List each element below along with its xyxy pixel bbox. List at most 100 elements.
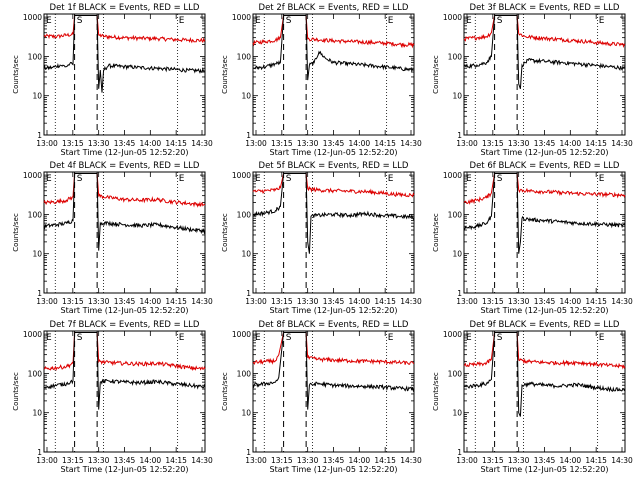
x-tick-label: 13:00	[245, 456, 267, 465]
marker-label-saa: S	[77, 16, 83, 26]
x-tick-label: 13:45	[534, 139, 556, 148]
marker-label-end: E	[599, 16, 605, 26]
x-tick-label: 14:30	[611, 297, 633, 306]
marker-label-start: E	[46, 174, 52, 184]
x-axis-label: Start Time (12-Jun-05 12:52:20)	[61, 306, 189, 315]
marker-label-start: E	[255, 16, 261, 26]
marker-label-end: E	[599, 174, 605, 184]
x-tick-label: 13:45	[323, 456, 345, 465]
x-axis-label: Start Time (12-Jun-05 12:52:20)	[270, 148, 398, 157]
x-tick-label: 13:15	[62, 456, 84, 465]
marker-label-start: E	[255, 174, 261, 184]
y-axis-label: Counts/sec	[432, 372, 440, 411]
plot-frame	[463, 171, 626, 294]
x-tick-label: 13:15	[482, 456, 504, 465]
y-tick-label: 10	[452, 250, 462, 259]
marker-label-end: E	[179, 333, 185, 343]
x-tick-label: 13:00	[36, 456, 58, 465]
x-tick-label: 13:30	[508, 456, 530, 465]
x-tick-label: 13:45	[114, 139, 136, 148]
series-line-lld	[463, 332, 626, 370]
x-tick-label: 14:00	[349, 139, 371, 148]
y-tick-label: 100	[448, 369, 463, 378]
x-tick-label: 13:45	[114, 297, 136, 306]
y-tick-label: 1000	[23, 13, 42, 22]
x-tick-label: 13:30	[297, 456, 319, 465]
chart-panel-1: Det 1f BLACK = Events, RED = LLD 1 10 100 10…	[12, 3, 213, 157]
chart-panel-6: Det 6f BLACK = Events, RED = LLD 1 10 100 10…	[432, 161, 633, 315]
chart-title: Det 8f BLACK = Events, RED = LLD	[259, 320, 409, 330]
x-tick-label: 13:00	[456, 139, 478, 148]
chart-panel-2: Det 2f BLACK = Events, RED = LLD 1 10 100 10…	[221, 3, 422, 157]
y-tick-label: 1000	[443, 171, 462, 180]
x-tick-label: 14:30	[400, 456, 422, 465]
y-axis-label: Counts/sec	[221, 213, 229, 252]
marker-label-end: E	[388, 174, 394, 184]
marker-label-end: E	[388, 333, 394, 343]
x-tick-label: 14:30	[191, 297, 213, 306]
chart-title: Det 6f BLACK = Events, RED = LLD	[470, 161, 620, 171]
chart-panel-7: Det 7f BLACK = Events, RED = LLD 1 10 100 10…	[12, 320, 213, 474]
series-line-events	[463, 173, 626, 254]
x-tick-label: 13:30	[508, 139, 530, 148]
x-tick-label: 13:30	[297, 139, 319, 148]
y-tick-label: 100	[448, 210, 463, 219]
x-tick-label: 13:45	[323, 139, 345, 148]
chart-panel-5: Det 5f BLACK = Events, RED = LLD 1 10 100 10…	[221, 161, 422, 315]
y-tick-label: 1000	[23, 330, 42, 339]
x-tick-label: 14:30	[611, 139, 633, 148]
marker-label-start: E	[46, 333, 52, 343]
chart-title: Det 7f BLACK = Events, RED = LLD	[50, 320, 200, 330]
y-tick-label: 100	[237, 210, 252, 219]
y-axis-label: Counts/sec	[221, 372, 229, 411]
x-tick-label: 14:15	[374, 139, 396, 148]
y-tick-label: 100	[28, 210, 43, 219]
y-tick-label: 1	[246, 448, 251, 457]
x-tick-label: 14:30	[400, 297, 422, 306]
series-line-lld	[252, 15, 415, 49]
y-axis-label: Counts/sec	[221, 55, 229, 94]
marker-label-end: E	[179, 16, 185, 26]
marker-label-saa: S	[77, 333, 83, 343]
x-tick-label: 14:15	[585, 456, 607, 465]
chart-panel-9: Det 9f BLACK = Events, RED = LLD 1 10 100 10…	[432, 320, 633, 474]
y-axis-label: Counts/sec	[432, 213, 440, 252]
marker-label-saa: S	[286, 174, 292, 184]
plot-frame	[43, 13, 206, 136]
x-tick-label: 14:15	[165, 139, 187, 148]
y-tick-label: 1	[457, 448, 462, 457]
x-tick-label: 14:30	[191, 139, 213, 148]
x-tick-label: 13:15	[482, 139, 504, 148]
series-line-lld	[253, 332, 415, 366]
y-tick-label: 100	[237, 369, 252, 378]
y-tick-label: 10	[32, 92, 42, 101]
series-line-events	[463, 332, 626, 417]
x-axis-label: Start Time (12-Jun-05 12:52:20)	[481, 148, 609, 157]
x-tick-label: 14:15	[165, 297, 187, 306]
y-tick-label: 1	[37, 289, 42, 298]
marker-label-saa: S	[286, 16, 292, 26]
x-tick-label: 13:15	[271, 297, 293, 306]
x-axis-label: Start Time (12-Jun-05 12:52:20)	[61, 465, 189, 474]
marker-label-saa: S	[497, 174, 503, 184]
plot-frame	[252, 330, 415, 453]
chart-panel-4: Det 4f BLACK = Events, RED = LLD 1 10 100 10…	[12, 161, 213, 315]
x-tick-label: 14:00	[349, 456, 371, 465]
chart-panel-3: Det 3f BLACK = Events, RED = LLD 1 10 100 10…	[432, 3, 633, 157]
x-tick-label: 14:00	[349, 297, 371, 306]
y-axis-label: Counts/sec	[432, 55, 440, 94]
y-tick-label: 100	[28, 369, 43, 378]
x-tick-label: 14:00	[140, 297, 162, 306]
series-line-events	[252, 173, 415, 254]
x-tick-label: 13:30	[88, 139, 110, 148]
chart-title: Det 3f BLACK = Events, RED = LLD	[470, 3, 620, 13]
x-tick-label: 13:30	[88, 297, 110, 306]
x-tick-label: 13:00	[245, 139, 267, 148]
y-tick-label: 10	[32, 250, 42, 259]
y-tick-label: 10	[452, 409, 462, 418]
series-line-lld	[43, 15, 206, 44]
series-line-events	[43, 15, 206, 93]
marker-label-end: E	[388, 16, 394, 26]
x-tick-label: 14:30	[191, 456, 213, 465]
